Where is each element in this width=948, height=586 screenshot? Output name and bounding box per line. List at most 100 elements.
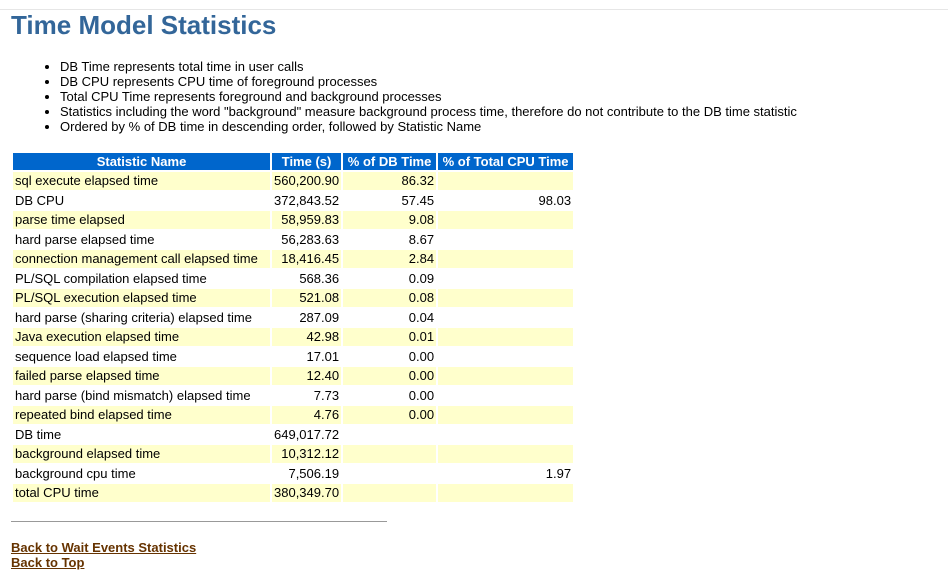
time-model-statistics-table: Statistic Name Time (s) % of DB Time % o… [11,151,575,504]
column-header-pct-db-time: % of DB Time [343,153,437,170]
time-cell: 17.01 [272,347,342,365]
pct-total-cpu-time-cell [438,484,574,502]
time-cell: 7.73 [272,386,342,404]
statistic-name-cell: hard parse (sharing criteria) elapsed ti… [13,308,270,326]
time-cell: 372,843.52 [272,191,342,209]
note-item: Ordered by % of DB time in descending or… [60,119,797,134]
pct-total-cpu-time-cell: 98.03 [438,191,574,209]
statistic-name-cell: DB CPU [13,191,270,209]
column-header-pct-total-cpu-time: % of Total CPU Time [438,153,574,170]
pct-db-time-cell: 0.04 [343,308,437,326]
statistic-name-cell: failed parse elapsed time [13,367,270,385]
table-row: hard parse (bind mismatch) elapsed time 7… [13,386,574,404]
pct-db-time-cell: 0.01 [343,328,437,346]
statistic-name-cell: PL/SQL execution elapsed time [13,289,270,307]
pct-total-cpu-time-cell [438,211,574,229]
statistic-name-cell: parse time elapsed [13,211,270,229]
pct-db-time-cell [343,445,437,463]
pct-total-cpu-time-cell [438,289,574,307]
table-row: total CPU time 380,349.70 [13,484,574,502]
time-cell: 10,312.12 [272,445,342,463]
time-cell: 287.09 [272,308,342,326]
statistic-name-cell: hard parse elapsed time [13,230,270,248]
pct-db-time-cell: 0.00 [343,386,437,404]
pct-db-time-cell [343,464,437,482]
pct-total-cpu-time-cell [438,308,574,326]
pct-total-cpu-time-cell [438,328,574,346]
table-row: sql execute elapsed time 560,200.90 86.32 [13,172,574,190]
time-cell: 18,416.45 [272,250,342,268]
pct-total-cpu-time-cell [438,347,574,365]
statistic-name-cell: background cpu time [13,464,270,482]
table-row: Java execution elapsed time 42.98 0.01 [13,328,574,346]
statistic-name-cell: sequence load elapsed time [13,347,270,365]
back-to-wait-events-link[interactable]: Back to Wait Events Statistics [11,540,197,555]
pct-db-time-cell: 2.84 [343,250,437,268]
time-cell: 521.08 [272,289,342,307]
pct-total-cpu-time-cell [438,386,574,404]
statistic-name-cell: total CPU time [13,484,270,502]
time-cell: 56,283.63 [272,230,342,248]
pct-total-cpu-time-cell [438,230,574,248]
back-to-top-link[interactable]: Back to Top [11,555,85,570]
pct-total-cpu-time-cell [438,269,574,287]
statistic-name-cell: repeated bind elapsed time [13,406,270,424]
table-row: background elapsed time 10,312.12 [13,445,574,463]
pct-total-cpu-time-cell [438,445,574,463]
time-cell: 560,200.90 [272,172,342,190]
pct-total-cpu-time-cell [438,425,574,443]
note-item: Statistics including the word "backgroun… [60,104,797,119]
column-header-time: Time (s) [272,153,342,170]
navigation-links: Back to Wait Events Statistics Back to T… [11,540,196,570]
statistic-name-cell: PL/SQL compilation elapsed time [13,269,270,287]
pct-db-time-cell: 0.09 [343,269,437,287]
table-row: DB time 649,017.72 [13,425,574,443]
top-divider [0,9,948,10]
table-row: connection management call elapsed time 1… [13,250,574,268]
pct-db-time-cell: 9.08 [343,211,437,229]
time-cell: 42.98 [272,328,342,346]
table-body: sql execute elapsed time 560,200.90 86.32 D… [13,172,574,502]
table-row: hard parse (sharing criteria) elapsed ti… [13,308,574,326]
statistic-name-cell: background elapsed time [13,445,270,463]
time-cell: 12.40 [272,367,342,385]
time-cell: 568.36 [272,269,342,287]
time-cell: 649,017.72 [272,425,342,443]
notes-list: DB Time represents total time in user ca… [0,59,797,134]
pct-db-time-cell: 0.08 [343,289,437,307]
time-cell: 4.76 [272,406,342,424]
table-row: hard parse elapsed time 56,283.63 8.67 [13,230,574,248]
pct-db-time-cell: 0.00 [343,347,437,365]
column-header-statistic-name: Statistic Name [13,153,270,170]
table-row: sequence load elapsed time 17.01 0.00 [13,347,574,365]
note-item: Total CPU Time represents foreground and… [60,89,797,104]
table-row: failed parse elapsed time 12.40 0.00 [13,367,574,385]
time-cell: 380,349.70 [272,484,342,502]
table-row: parse time elapsed 58,959.83 9.08 [13,211,574,229]
statistic-name-cell: sql execute elapsed time [13,172,270,190]
table-row: background cpu time 7,506.19 1.97 [13,464,574,482]
time-cell: 58,959.83 [272,211,342,229]
pct-total-cpu-time-cell [438,172,574,190]
statistic-name-cell: hard parse (bind mismatch) elapsed time [13,386,270,404]
pct-db-time-cell [343,484,437,502]
pct-total-cpu-time-cell [438,250,574,268]
note-item: DB CPU represents CPU time of foreground… [60,74,797,89]
pct-db-time-cell: 8.67 [343,230,437,248]
bottom-divider [11,521,387,522]
pct-total-cpu-time-cell [438,406,574,424]
statistic-name-cell: connection management call elapsed time [13,250,270,268]
time-cell: 7,506.19 [272,464,342,482]
statistic-name-cell: DB time [13,425,270,443]
table-row: PL/SQL compilation elapsed time 568.36 0.0… [13,269,574,287]
pct-total-cpu-time-cell: 1.97 [438,464,574,482]
table-row: DB CPU 372,843.52 57.45 98.03 [13,191,574,209]
pct-db-time-cell: 0.00 [343,406,437,424]
pct-db-time-cell [343,425,437,443]
pct-total-cpu-time-cell [438,367,574,385]
table-header-row: Statistic Name Time (s) % of DB Time % o… [13,153,574,170]
statistic-name-cell: Java execution elapsed time [13,328,270,346]
pct-db-time-cell: 0.00 [343,367,437,385]
pct-db-time-cell: 86.32 [343,172,437,190]
page-title: Time Model Statistics [11,10,277,40]
